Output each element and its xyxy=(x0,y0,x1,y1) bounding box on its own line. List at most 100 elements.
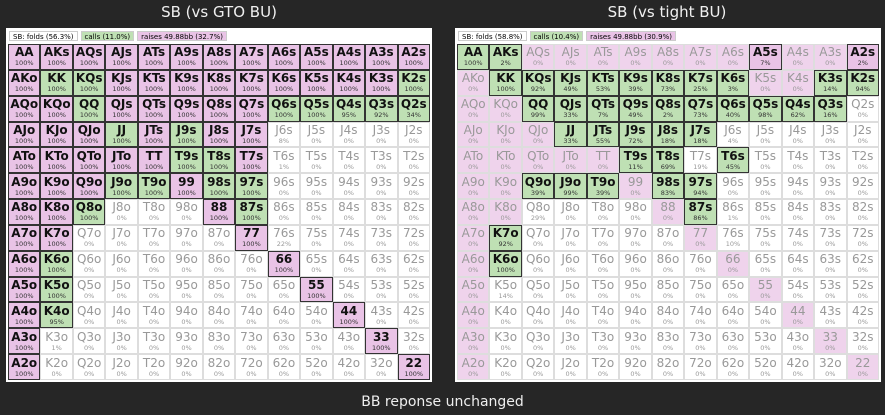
hand-frequency: 100% xyxy=(47,188,66,197)
hand-label: 66 xyxy=(725,252,741,267)
hand-label: Q2o xyxy=(525,355,551,370)
hand-frequency: 0% xyxy=(116,214,127,223)
hand-frequency: 0% xyxy=(760,214,771,223)
hand-cell: 99 100% xyxy=(170,173,203,200)
hand-cell: A7o 100% xyxy=(8,224,41,251)
hand-cell: K4o 95% xyxy=(40,302,73,329)
hand-label: ATs xyxy=(143,45,166,60)
hand-cell: Q3o 0% xyxy=(521,328,555,355)
hand-cell: 43o 0% xyxy=(332,328,366,355)
hand-cell: K3o 0% xyxy=(489,328,522,355)
hand-cell: 62o 0% xyxy=(716,354,750,380)
hand-frequency: 0% xyxy=(857,292,868,301)
hand-frequency: 100% xyxy=(242,162,261,171)
hand-cell: T8s 69% xyxy=(651,147,685,174)
hand-cell: K5s 0% xyxy=(749,69,782,96)
hand-frequency: 100% xyxy=(404,85,424,94)
hand-label: TT xyxy=(145,148,163,163)
hand-cell: ATs 100% xyxy=(137,44,171,70)
hand-frequency: 72% xyxy=(628,136,643,145)
hand-label: 99 xyxy=(178,174,195,189)
hand-cell: J4s 0% xyxy=(332,121,366,148)
hand-label: K7s xyxy=(239,71,264,86)
hand-frequency: 0% xyxy=(760,162,771,171)
hand-cell: QTo 100% xyxy=(72,147,106,174)
hand-label: T3o xyxy=(591,329,615,344)
hand-frequency: 100% xyxy=(274,85,294,94)
hand-label: T3s xyxy=(370,148,392,163)
hand-label: Q6o xyxy=(76,252,102,267)
hand-label: AJo xyxy=(13,122,36,137)
hand-cell: 53o 0% xyxy=(300,328,333,355)
hand-cell: T3o 0% xyxy=(586,328,620,355)
hand-cell: 52o 0% xyxy=(749,354,782,380)
hand-cell: 54o 0% xyxy=(749,302,782,329)
hand-cell: J6s 4% xyxy=(716,121,750,148)
hand-cell: 22 100% xyxy=(397,354,430,380)
hand-frequency: 3% xyxy=(727,85,739,94)
hand-frequency: 100% xyxy=(144,188,164,197)
hand-cell: 74s 0% xyxy=(781,224,815,251)
hand-cell: 98s 100% xyxy=(202,173,236,200)
hand-cell: KK 100% xyxy=(40,69,73,96)
hand-label: 64s xyxy=(338,252,360,267)
hand-label: 64o xyxy=(272,303,296,318)
hand-cell: T9o 39% xyxy=(586,173,620,200)
hand-frequency: 0% xyxy=(343,214,354,223)
hand-frequency: 0% xyxy=(278,214,290,223)
hand-frequency: 0% xyxy=(408,343,419,352)
hand-frequency: 0% xyxy=(825,240,836,249)
hand-label: 22 xyxy=(405,355,423,370)
hand-frequency: 100% xyxy=(112,111,131,120)
hand-frequency: 92% xyxy=(374,111,389,120)
hand-cell: J8o 0% xyxy=(554,199,587,225)
hand-label: J2o xyxy=(112,355,131,370)
hand-frequency: 0% xyxy=(565,343,576,352)
hand-label: J8o xyxy=(112,200,131,215)
hand-frequency: 0% xyxy=(760,136,771,145)
hand-cell: AQs 0% xyxy=(521,44,555,70)
hand-cell: Q3s 92% xyxy=(365,95,398,122)
hand-label: 84s xyxy=(338,200,360,215)
hand-label: 42s xyxy=(403,303,425,318)
hand-cell: 54s 0% xyxy=(332,276,366,303)
hand-frequency: 0% xyxy=(343,136,354,145)
hand-frequency: 33% xyxy=(563,111,578,120)
hand-cell: J3o 0% xyxy=(105,328,138,355)
hand-frequency: 62% xyxy=(790,111,806,120)
hand-frequency: 100% xyxy=(242,59,261,68)
hand-cell: J6o 0% xyxy=(554,250,587,277)
hand-frequency: 0% xyxy=(116,317,127,326)
hand-cell: 86o 0% xyxy=(202,250,236,277)
hand-frequency: 100% xyxy=(79,162,99,171)
hand-label: A3o xyxy=(461,329,485,344)
hand-cell: J8s 18% xyxy=(651,121,685,148)
hand-frequency: 100% xyxy=(14,369,34,378)
hand-label: AQo xyxy=(10,97,39,112)
hand-label: T7s xyxy=(239,148,264,163)
hand-cell: JTo 0% xyxy=(554,147,587,174)
hand-cell: 85o 0% xyxy=(651,276,685,303)
hand-cell: Q7s 100% xyxy=(235,95,268,122)
hand-label: 85s xyxy=(754,200,777,215)
hand-label: Q2s xyxy=(851,97,875,112)
hand-frequency: 0% xyxy=(760,369,771,378)
hand-cell: 64o 0% xyxy=(267,302,301,329)
hand-label: Q7s xyxy=(238,97,265,112)
hand-frequency: 0% xyxy=(597,162,609,171)
hand-frequency: 100% xyxy=(14,214,34,223)
hand-frequency: 0% xyxy=(662,59,674,68)
hand-cell: 65s 0% xyxy=(300,250,333,277)
hand-frequency: 18% xyxy=(693,136,708,145)
hand-frequency: 0% xyxy=(532,369,544,378)
hand-cell: AJs 0% xyxy=(554,44,587,70)
hand-cell: 98o 0% xyxy=(619,199,652,225)
hand-frequency: 0% xyxy=(727,369,739,378)
hand-frequency: 53% xyxy=(595,85,611,94)
hand-label: 75o xyxy=(240,278,263,293)
hand-label: K4o xyxy=(494,303,518,318)
hand-label: A9s xyxy=(624,45,647,60)
hand-label: 22 xyxy=(855,355,871,370)
hand-label: 88 xyxy=(210,200,228,215)
hand-cell: 76s 22% xyxy=(267,224,301,251)
